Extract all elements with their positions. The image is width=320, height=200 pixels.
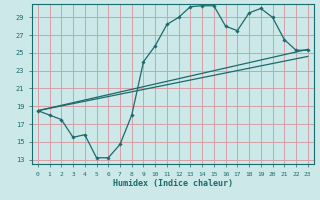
X-axis label: Humidex (Indice chaleur): Humidex (Indice chaleur)	[113, 179, 233, 188]
